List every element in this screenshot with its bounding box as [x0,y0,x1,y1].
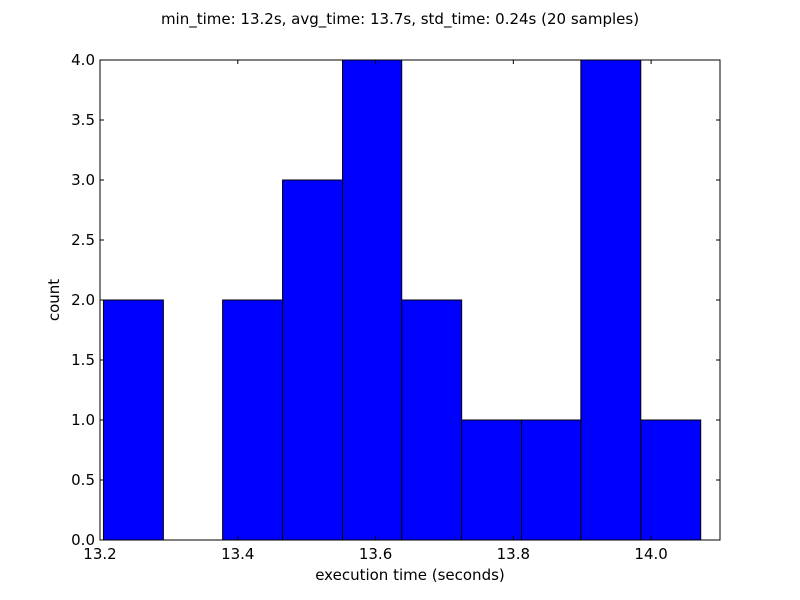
y-tick-label: 4.0 [71,51,95,69]
x-tick-labels: 13.2 13.4 13.6 13.8 14.0 [83,545,668,563]
chart-title: min_time: 13.2s, avg_time: 13.7s, std_ti… [161,10,639,29]
histogram-bars [102,59,702,541]
y-tick-labels: 0.0 0.5 1.0 1.5 2.0 2.5 3.0 3.5 4.0 [71,51,95,549]
y-tick-label: 0.5 [71,471,95,489]
histogram-bar-0 [102,299,164,541]
x-tick-label: 13.8 [497,545,530,563]
x-axis-label: execution time (seconds) [315,566,505,584]
histogram-bar-5 [401,299,463,541]
histogram-bar-4 [341,59,403,541]
histogram-bar-9 [640,419,702,541]
histogram-bar-6 [461,419,523,541]
histogram-bar-2 [222,299,284,541]
x-tick-label: 14.0 [634,545,667,563]
y-tick-label: 2.5 [71,231,95,249]
x-tick-label: 13.2 [83,545,116,563]
histogram-bar-7 [521,419,582,541]
histogram-bar-3 [282,179,343,541]
x-tick-label: 13.4 [221,545,254,563]
x-tick-label: 13.6 [359,545,392,563]
plot-frame [99,59,721,541]
y-tick-label: 0.0 [71,531,95,549]
y-tick-label: 2.0 [71,291,95,309]
histogram-bar-8 [580,59,642,541]
y-tick-label: 1.5 [71,351,95,369]
y-tick-label: 1.0 [71,411,95,429]
y-axis-label: count [45,279,63,321]
y-tick-label: 3.0 [71,171,95,189]
y-tick-label: 3.5 [71,111,95,129]
